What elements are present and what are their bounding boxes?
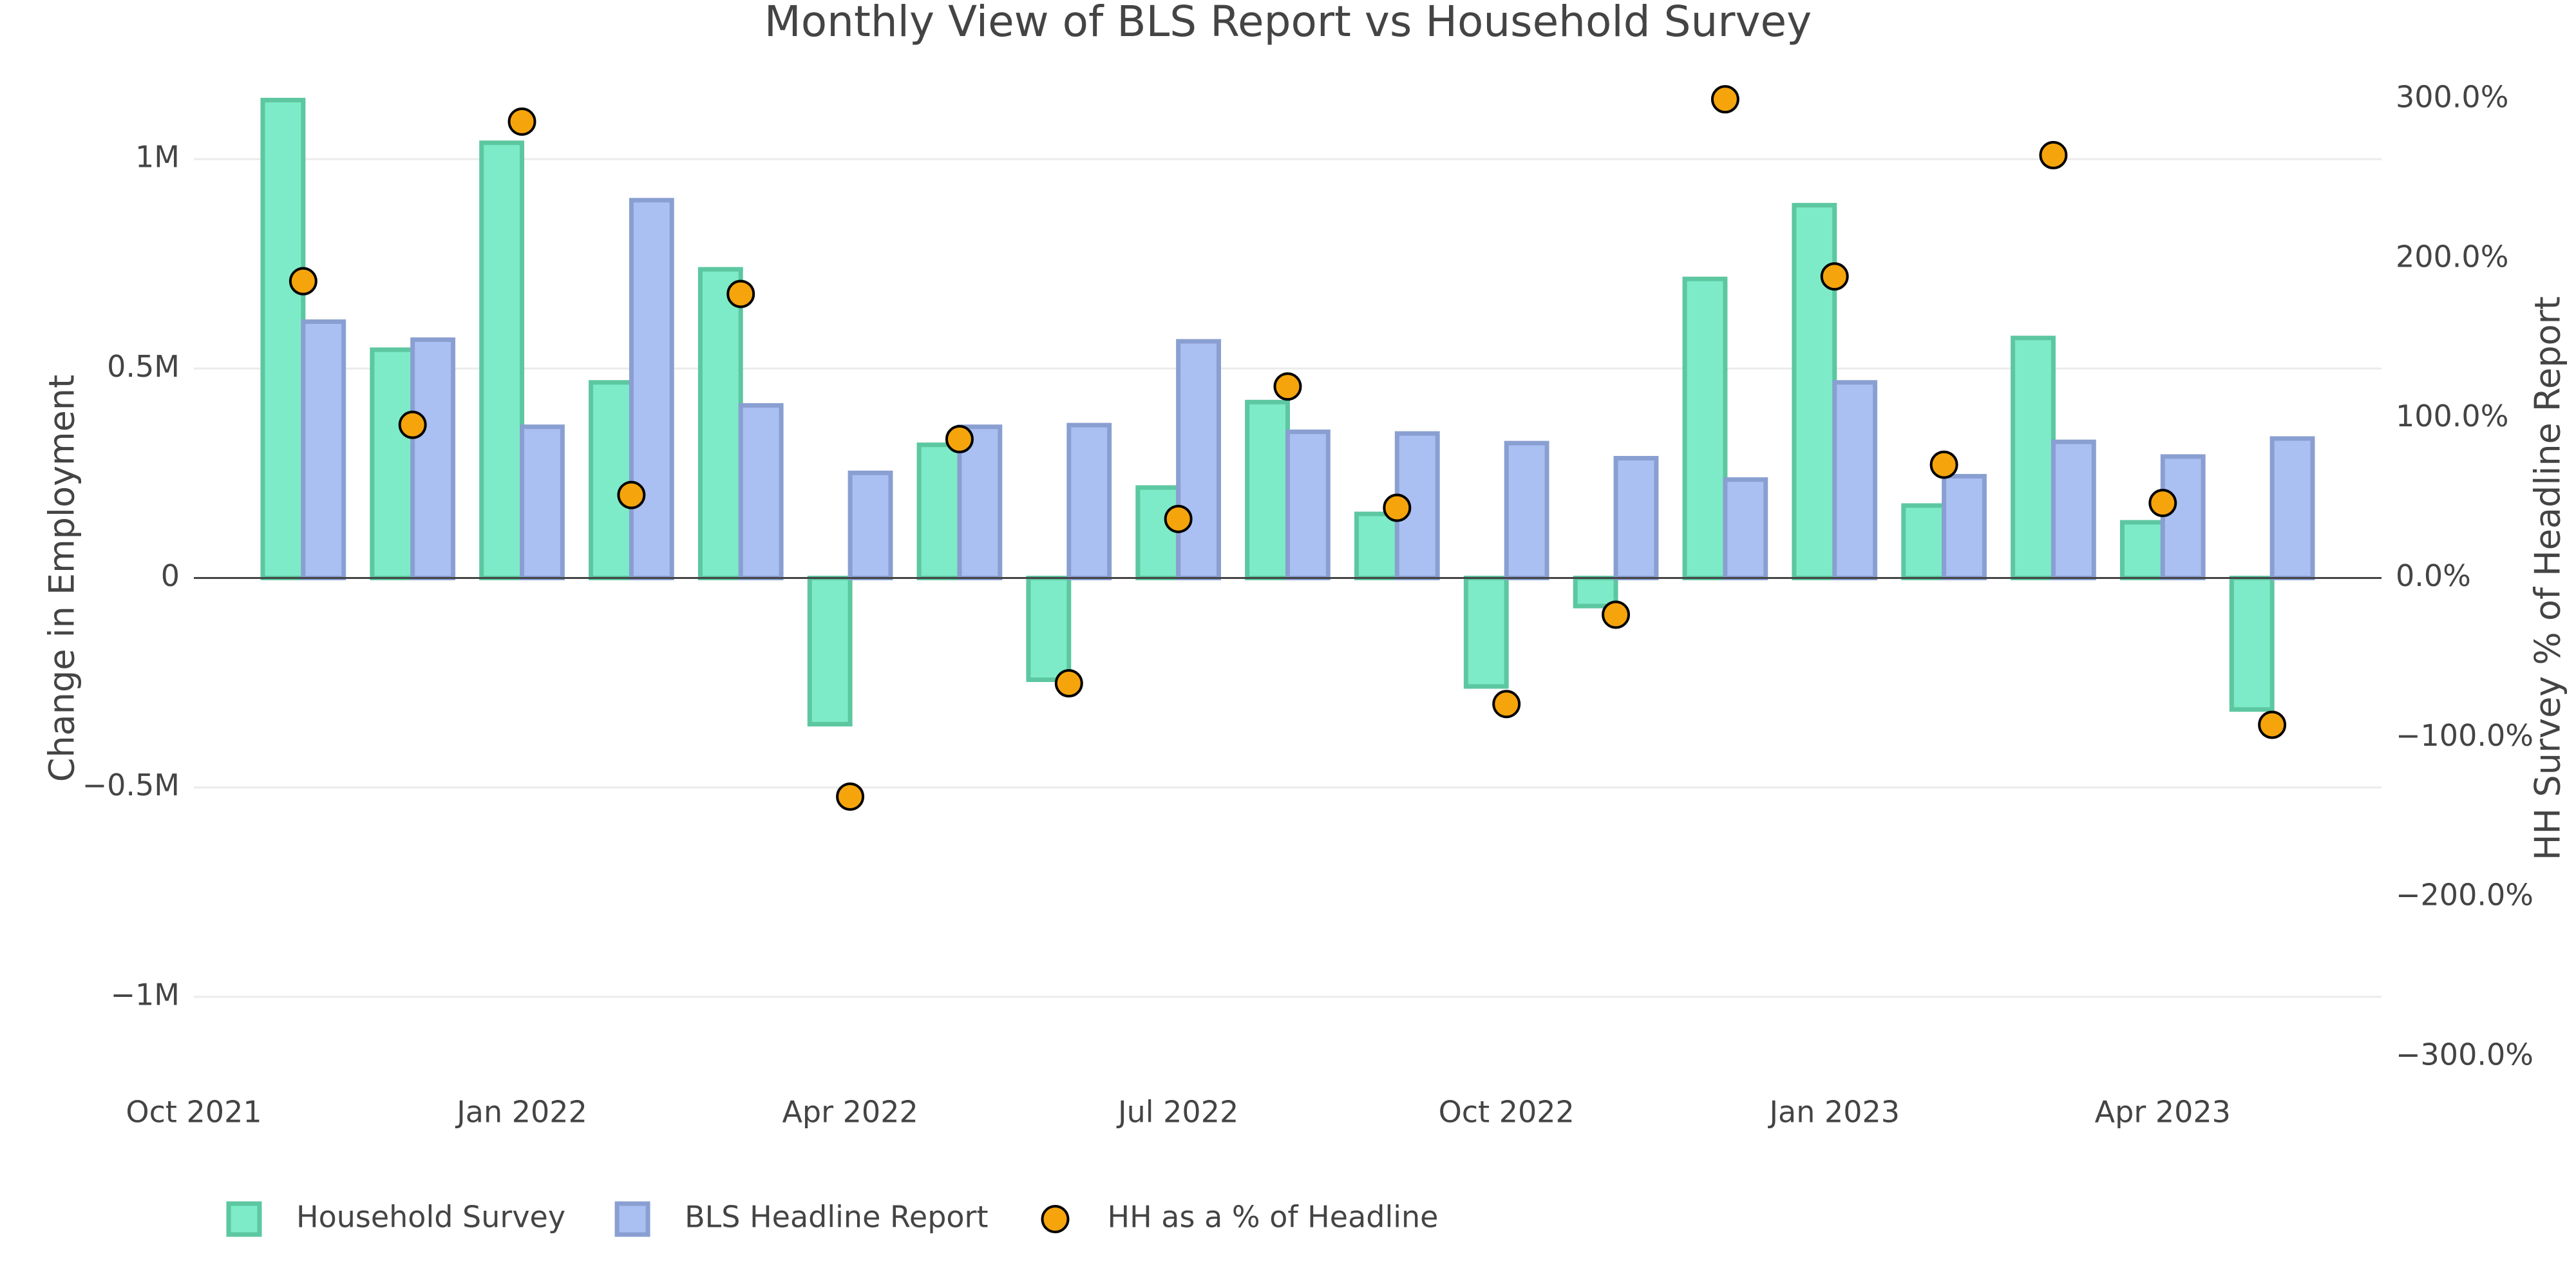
bar [1682, 276, 1728, 580]
bar [1723, 477, 1768, 581]
bar [370, 347, 415, 580]
bar [1245, 399, 1291, 580]
bar [1942, 473, 1987, 580]
point [1492, 690, 1521, 719]
point [836, 782, 865, 811]
y2-tick-label: 100.0% [2396, 399, 2508, 433]
point [2039, 140, 2068, 169]
bar [1901, 503, 1947, 580]
bar [1135, 485, 1181, 581]
bar [1354, 511, 1399, 581]
point [2148, 489, 2177, 518]
bar [260, 97, 306, 581]
bar [1026, 576, 1072, 683]
bar [807, 576, 853, 726]
bar [1832, 380, 1878, 581]
bar [2269, 436, 2315, 580]
bar [2050, 439, 2096, 580]
bar [520, 424, 565, 580]
y-tick-label: 0.5M [107, 349, 180, 384]
bar [2160, 454, 2206, 580]
bar [410, 337, 456, 580]
bar [848, 470, 893, 580]
y2-tick-label: −200.0% [2396, 878, 2533, 913]
y2-tick-label: −300.0% [2396, 1037, 2533, 1072]
x-tick-label: Jul 2022 [1116, 1095, 1238, 1130]
bar [1613, 455, 1659, 580]
chart-title: Monthly View of BLS Report vs Household … [764, 0, 1812, 46]
point [289, 267, 317, 296]
point [398, 410, 427, 439]
legend-swatch[interactable] [226, 1201, 262, 1237]
bar [1176, 339, 1221, 580]
point [1710, 85, 1739, 114]
point [1602, 600, 1631, 629]
bar [916, 442, 962, 580]
legend-label[interactable]: Household Survey [296, 1200, 565, 1235]
point [1164, 504, 1193, 533]
bar [2119, 520, 2165, 580]
legend-swatch[interactable] [1041, 1205, 1070, 1233]
bar [629, 198, 674, 580]
x-tick-label: Oct 2021 [126, 1095, 261, 1130]
y2-tick-label: 0.0% [2396, 558, 2471, 593]
x-tick-label: Jan 2022 [455, 1095, 587, 1130]
point [1929, 450, 1958, 479]
point [726, 279, 755, 308]
point [507, 107, 536, 136]
y2-tick-label: 300.0% [2396, 80, 2508, 115]
y-axis-title: Change in Employment [42, 375, 82, 782]
legend-swatch[interactable] [614, 1201, 650, 1237]
bar [1463, 576, 1509, 689]
bar [1285, 430, 1331, 580]
bar [1504, 440, 1549, 581]
legend-label[interactable]: HH as a % of Headline [1108, 1200, 1439, 1235]
y2-axis-title: HH Survey % of Headline Report [2528, 296, 2568, 860]
y-tick-label: −1M [111, 977, 180, 1012]
point [617, 480, 646, 509]
point [1383, 493, 1412, 522]
point [2258, 710, 2287, 739]
bar [1792, 203, 1837, 581]
bar [2011, 336, 2056, 581]
point [1820, 262, 1849, 291]
bar [1573, 576, 1618, 609]
x-tick-label: Jan 2023 [1767, 1095, 1900, 1130]
bar [589, 380, 634, 581]
bar [301, 319, 346, 580]
bar [697, 267, 743, 580]
y2-tick-label: −100.0% [2396, 718, 2533, 753]
point [945, 424, 974, 453]
bar [957, 424, 1003, 580]
y-tick-label: 1M [135, 140, 180, 175]
point [1054, 669, 1083, 698]
bar [2229, 576, 2275, 712]
x-tick-label: Oct 2022 [1439, 1095, 1575, 1130]
bar [479, 140, 525, 580]
point [1273, 372, 1302, 401]
legend-label[interactable]: BLS Headline Report [685, 1200, 988, 1235]
y-tick-label: −0.5M [82, 768, 180, 802]
x-tick-label: Apr 2022 [782, 1095, 918, 1130]
y2-tick-label: 200.0% [2396, 239, 2508, 274]
bar [1066, 422, 1112, 580]
x-tick-label: Apr 2023 [2095, 1095, 2231, 1130]
bar [738, 403, 784, 580]
y-tick-label: 0 [161, 558, 180, 593]
